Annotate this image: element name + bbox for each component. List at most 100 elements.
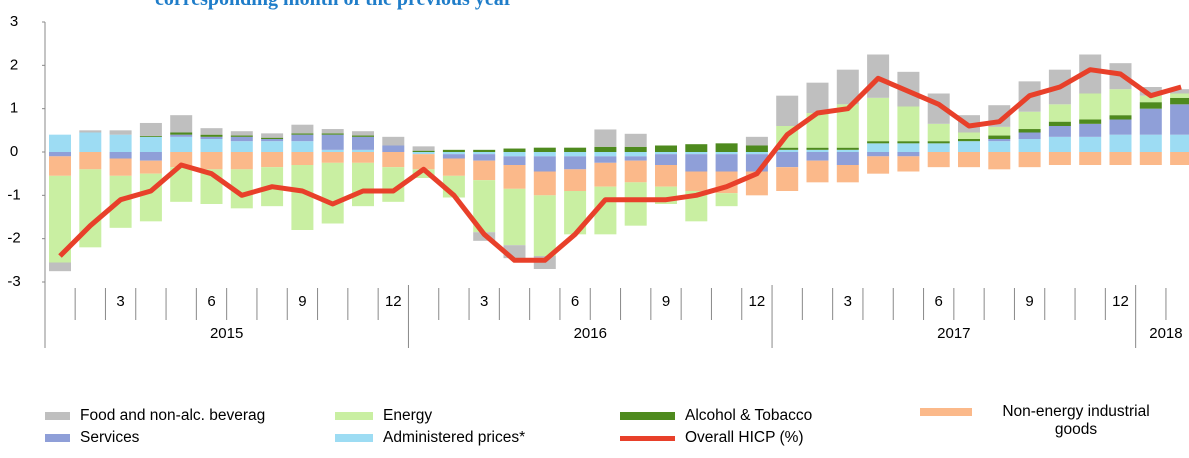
bar-segment [624,156,647,161]
bar-segment [897,156,920,172]
bar-segment [533,195,556,256]
bar-segment [170,134,193,137]
bar-segment [139,135,162,137]
bar-segment [109,158,132,176]
bar-segment [382,145,405,152]
bar-segment [655,145,677,152]
bar-segment [352,152,374,163]
bar-segment [1048,126,1071,137]
y-tick-label: -3 [7,273,20,290]
bar-segment [352,149,374,152]
bar-segment [1079,152,1102,165]
y-tick-label: -1 [7,186,20,203]
bar-segment [1109,134,1132,152]
x-tick-label: 9 [298,293,306,310]
y-tick-label: 2 [10,56,18,73]
bar-segment [655,154,677,165]
bar-segment [624,160,647,183]
bar-segment [230,136,253,142]
bar-segment [624,146,647,152]
bar-segment [473,160,496,181]
bar-segment [79,152,102,170]
legend-item: Services [45,429,139,447]
y-tick-label: 3 [10,13,18,30]
bar-segment [109,130,132,135]
x-tick-label: 6 [207,293,215,310]
bar-segment [321,152,344,163]
legend-label: Overall HICP (%) [685,429,804,446]
bar-segment [988,135,1011,139]
bar-segment [715,193,738,207]
bar-segment [927,123,950,142]
legend-item: Energy [335,407,432,425]
x-group-label: 2016 [574,325,607,342]
bar-segment [230,141,253,152]
x-tick-label: 12 [385,293,402,310]
bar-segment [533,156,556,172]
legend-label: Non-energy industrial goods [1002,403,1150,438]
bar-segment [321,149,344,152]
bar-segment [139,136,162,152]
bar-segment [1170,134,1189,152]
bar-segment [200,128,223,135]
bar-segment [49,175,71,263]
bar-segment [685,171,708,191]
bar-segment [412,150,435,152]
bar-segment [745,145,768,152]
bar-segment [1139,152,1162,165]
bar-segment [624,152,647,157]
x-group-label: 2017 [937,325,970,342]
bar-segment [745,152,768,155]
legend-item: Administered prices* [335,429,525,447]
bar-segment [806,160,829,183]
bar-segment [564,169,587,191]
bar-segment [806,113,829,148]
bar-segment [897,143,920,152]
line [58,67,1182,263]
bar-segment [655,165,677,187]
bar-segment [1018,132,1041,139]
legend-item: Non-energy industrial goods [920,403,1170,439]
bar-segment [564,156,587,170]
bar-segment [49,134,71,152]
bar-segment [867,97,890,142]
legend-label: Energy [383,407,433,424]
bar-segment [533,152,556,157]
bar-segment [49,262,71,272]
bar-segment [261,137,284,139]
bar-segment [1048,121,1071,126]
bar-segment [412,154,435,170]
bar-segment [261,141,284,152]
bar-segment [927,141,950,144]
bar-segment [715,154,738,172]
legend-item: Overall HICP (%) [620,429,804,447]
x-group-label: 2015 [210,325,243,342]
bar-segment [442,154,465,159]
bar-segment [503,188,526,246]
bar-segment [503,152,526,157]
bar-segment [836,104,859,148]
bar-segment [49,152,71,157]
bar-segment [1018,111,1041,130]
bar-segment [1109,89,1132,116]
bar-segment [442,158,465,176]
bar-segment [806,82,829,113]
bar-segment [533,171,556,196]
bar-segment [806,149,829,152]
bar-segment [533,147,556,152]
bar-segment [715,152,738,155]
bar-segment [1139,102,1162,109]
legend-item: Alcohol & Tobacco [620,407,812,425]
bar-segment [291,124,314,134]
bar-segment [685,152,708,155]
bar-segment [836,152,859,165]
bar-segment [321,129,344,134]
bar-segment [1170,97,1189,105]
bar-segment [79,130,102,133]
bar-segment [1048,152,1071,165]
bar-segment [1170,152,1189,165]
bar-segment [1018,139,1041,152]
bar-segment [685,154,708,172]
bar-segment [200,139,223,152]
